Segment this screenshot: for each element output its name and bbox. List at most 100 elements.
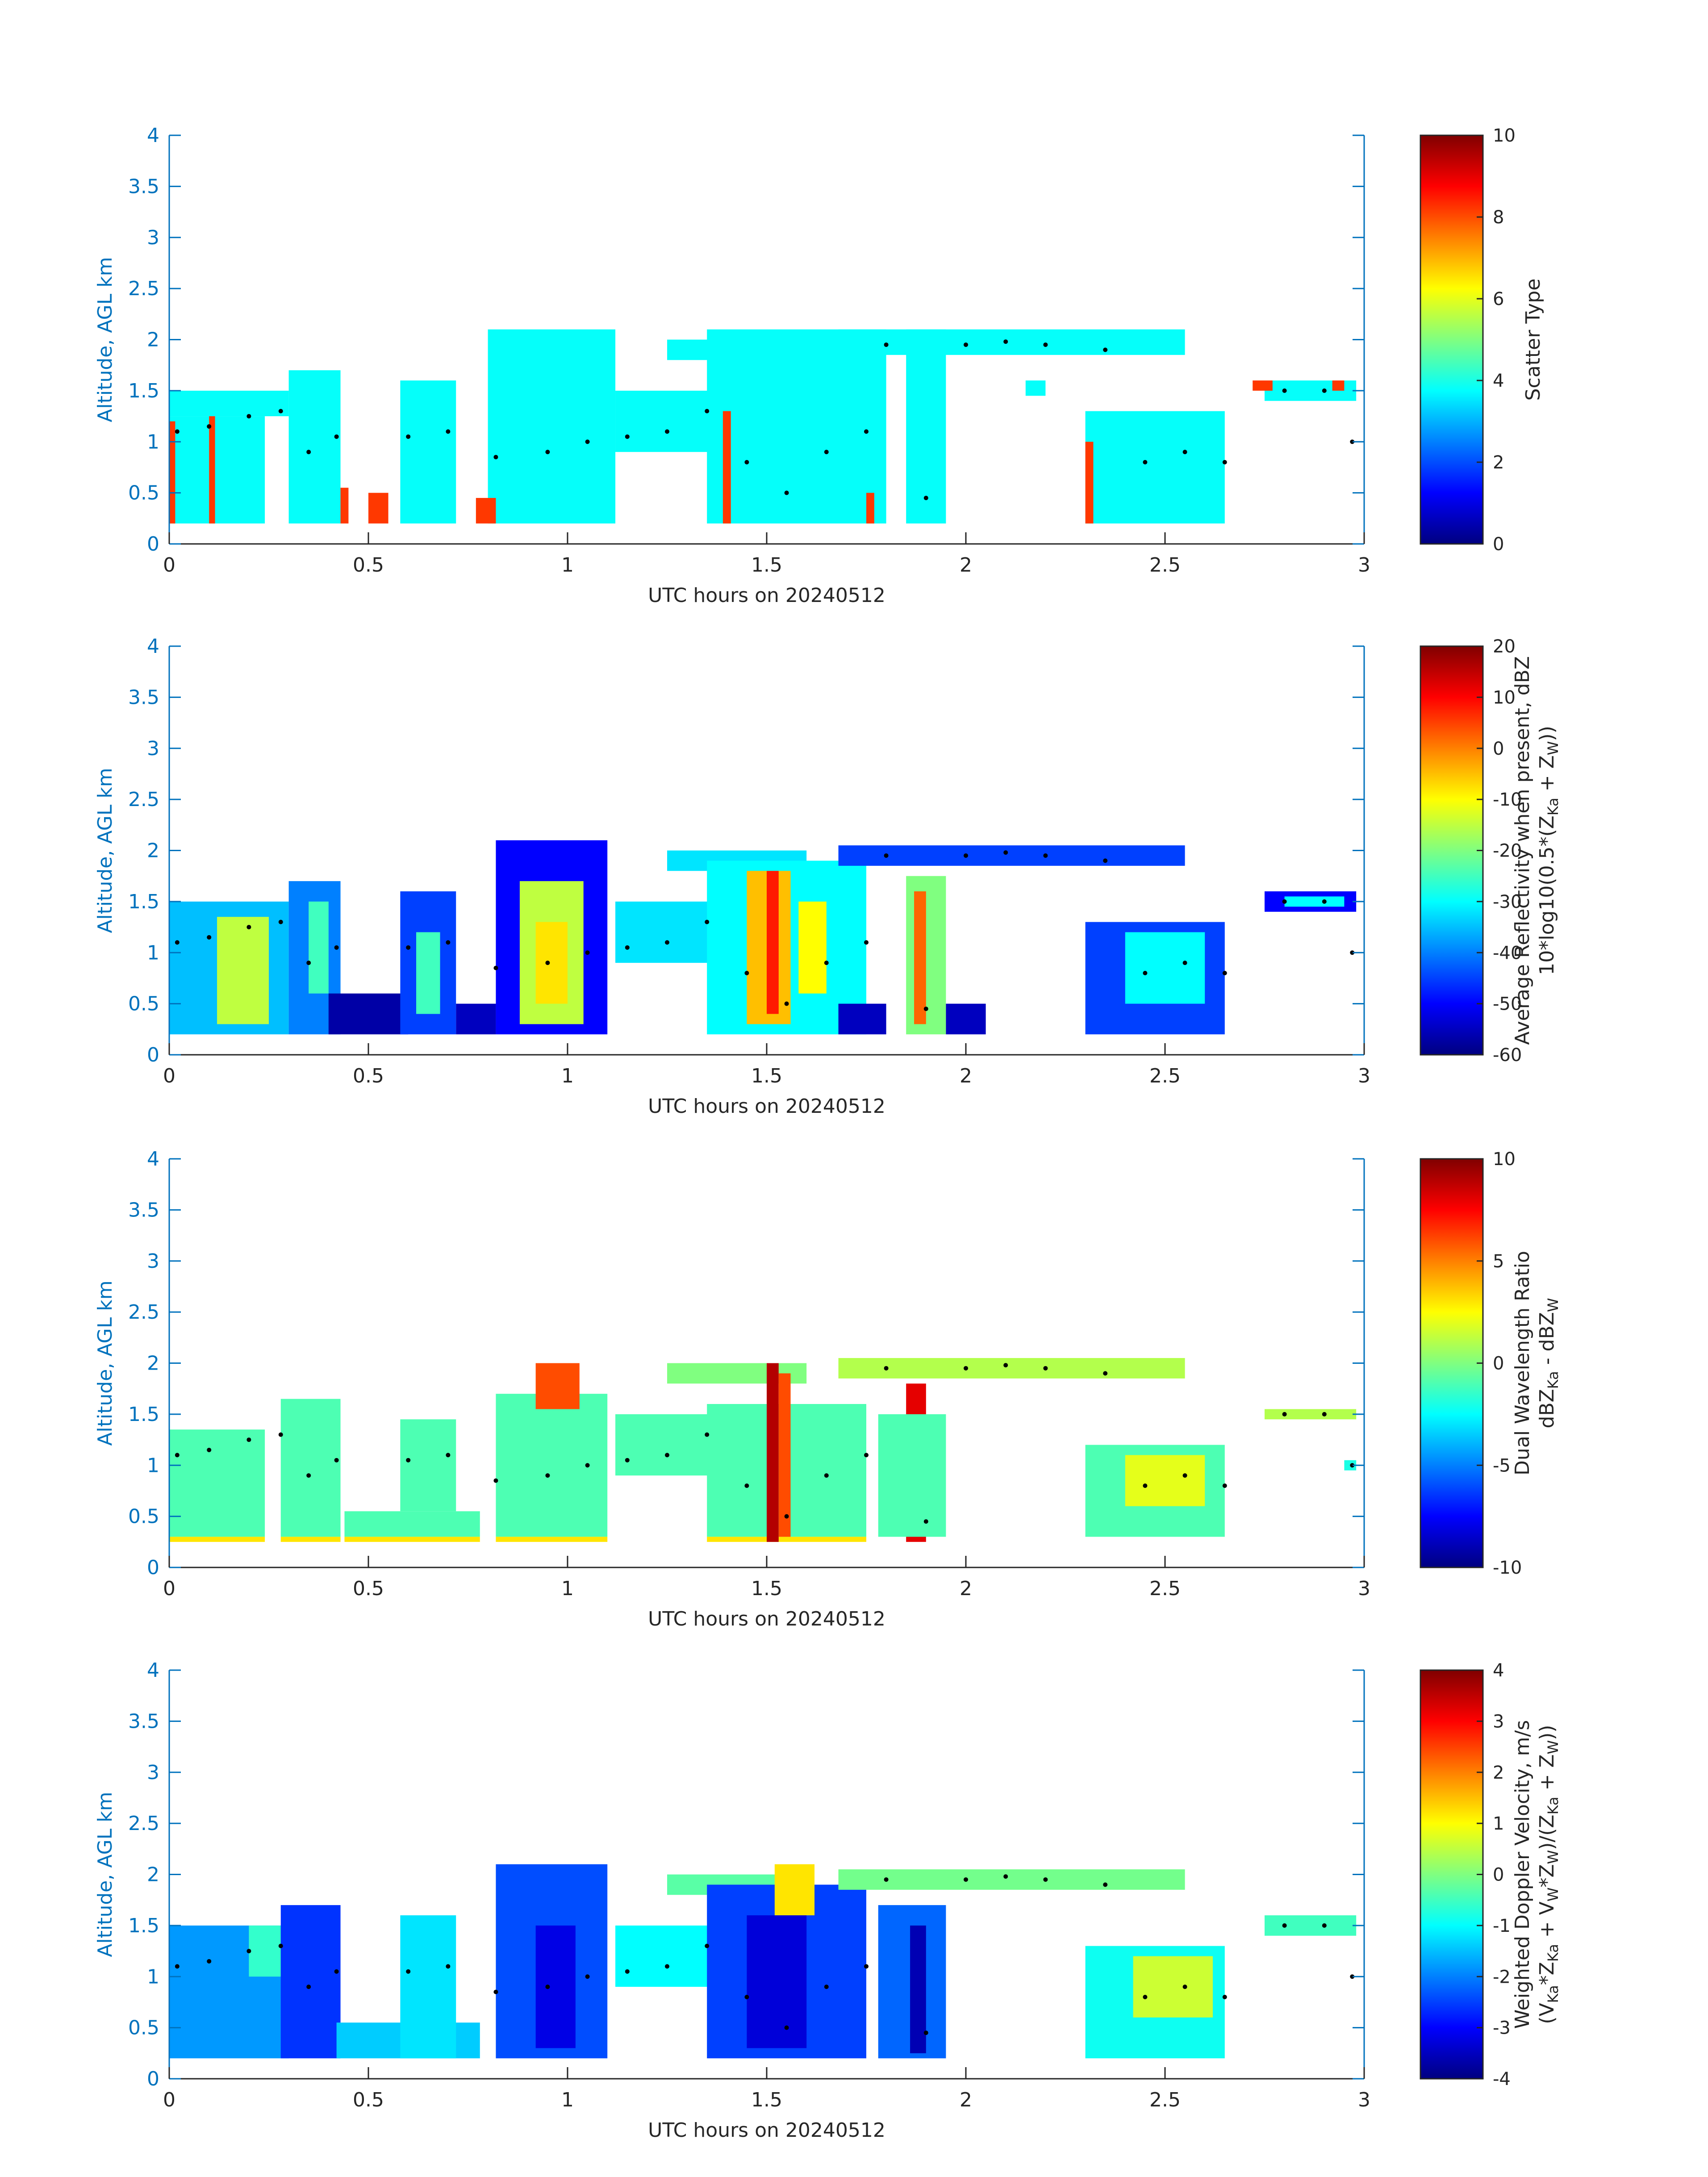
- echo-top-point: [923, 496, 928, 501]
- heatmap-cell: [496, 1394, 608, 1537]
- y-tick-label: 1: [147, 430, 159, 453]
- echo-top-point: [1282, 899, 1287, 904]
- y-axis-label: Altitude, AGL km: [94, 1280, 117, 1446]
- heatmap-cell: [914, 891, 926, 1024]
- heatmap-cell: [878, 1414, 946, 1537]
- echo-top-point: [1143, 1483, 1148, 1488]
- heatmap-cells: [169, 1864, 1357, 2059]
- echo-top-point: [1043, 1366, 1048, 1371]
- heatmap-cell: [280, 1905, 341, 2059]
- echo-top-point: [665, 1453, 669, 1458]
- echo-top-point: [744, 1995, 749, 1999]
- echo-top-point: [824, 1985, 829, 1989]
- heatmap-cell: [1265, 1915, 1357, 1936]
- heatmap-cell: [747, 1915, 807, 2048]
- echo-top-point: [585, 439, 590, 444]
- echo-top-point: [1350, 439, 1355, 444]
- heatmap-cell: [707, 329, 886, 524]
- echo-top-point: [207, 424, 212, 429]
- echo-top-point: [1043, 1877, 1048, 1882]
- echo-top-point: [1322, 1923, 1327, 1928]
- echo-top-point: [406, 1458, 411, 1462]
- x-tick-label: 2.5: [1149, 554, 1181, 577]
- echo-top-point: [864, 429, 869, 434]
- heatmap-cell: [774, 1864, 815, 1915]
- colorbar-label-segment: 10*log10(0.5*(Z: [1536, 815, 1558, 975]
- echo-top-point: [784, 2025, 789, 2030]
- colorbar-tick-label: 10: [1493, 1149, 1516, 1170]
- heatmap-cell: [1025, 380, 1046, 396]
- echo-top-point: [278, 409, 283, 414]
- echo-top-point: [1350, 1463, 1355, 1468]
- echo-top-point: [824, 961, 829, 965]
- echo-top-point: [306, 961, 311, 965]
- echo-top-point: [585, 1463, 590, 1468]
- colorbar-label-segment: )/(Z: [1536, 1814, 1558, 1850]
- panel-3: 0 0.5 1 1.5 2 2.5 3 3.5 4 0 0.5 1 1.5 2 2.5 3 UTC hours …: [94, 1148, 1562, 1630]
- echo-top-dots: [175, 339, 1355, 501]
- heatmap-cell: [838, 1358, 1185, 1379]
- echo-top-point: [1350, 1974, 1355, 1979]
- echo-top-point: [406, 1969, 411, 1974]
- echo-top-point: [923, 1007, 928, 1011]
- x-tick-label: 1: [561, 554, 574, 577]
- panel-1: 0 0.5 1 1.5 2 2.5 3 3.5 4 0 0.5 1 1.5 2 2.5 3 UTC hours …: [94, 124, 1545, 607]
- y-axis-label: Altitude, AGL km: [94, 257, 117, 422]
- x-tick-label: 0.5: [353, 2089, 384, 2111]
- colorbar: [1420, 134, 1484, 545]
- echo-top-point: [1322, 899, 1327, 904]
- heatmap-cell: [1085, 411, 1225, 524]
- echo-top-point: [923, 1519, 928, 1524]
- colorbar-label: Average Reflectivity when present, dBZ10…: [1511, 656, 1562, 1045]
- echo-top-point: [744, 1483, 749, 1488]
- echo-top-dots: [175, 850, 1355, 1011]
- echo-top-point: [1043, 342, 1048, 347]
- echo-top-point: [585, 1974, 590, 1979]
- echo-top-point: [334, 1969, 339, 1974]
- echo-top-point: [1143, 460, 1148, 464]
- echo-top-point: [864, 940, 869, 945]
- echo-top-point: [545, 1985, 550, 1989]
- colorbar-tick-label: -60: [1493, 1045, 1522, 1066]
- colorbar-label-subscript: Ka: [1545, 1944, 1562, 1962]
- echo-top-point: [278, 1432, 283, 1437]
- y-tick-label: 2: [147, 329, 159, 351]
- heatmap-cell: [838, 845, 1185, 866]
- colorbar-tick-label: -10: [1493, 790, 1522, 810]
- heatmap-cell: [535, 922, 568, 1004]
- echo-top-point: [175, 940, 180, 945]
- colorbar-label-title: Average Reflectivity when present, dBZ: [1511, 656, 1534, 1045]
- heatmap-cell: [1284, 896, 1345, 907]
- echo-top-point: [306, 1473, 311, 1478]
- echo-top-point: [545, 450, 550, 455]
- echo-top-point: [964, 1877, 968, 1882]
- heatmap-cell: [767, 871, 779, 1014]
- heatmap-cell: [906, 329, 946, 524]
- colorbar-label-subscript: W: [1545, 1850, 1562, 1864]
- echo-top-point: [306, 450, 311, 455]
- echo-top-point: [744, 971, 749, 975]
- colorbar-label-subscript: W: [1545, 1298, 1562, 1312]
- y-tick-label: 1: [147, 1965, 159, 1988]
- heatmap-cell: [169, 390, 289, 417]
- echo-top-point: [207, 935, 212, 940]
- x-tick-label: 2.5: [1149, 1577, 1181, 1600]
- x-tick-label: 2.5: [1149, 2089, 1181, 2111]
- heatmap-cell: [476, 498, 496, 524]
- echo-top-point: [625, 1458, 630, 1462]
- colorbar-tick-label: 5: [1493, 1251, 1504, 1272]
- echo-top-point: [175, 1964, 180, 1969]
- x-tick-label: 3: [1358, 1065, 1370, 1087]
- colorbar-tick-label: 10: [1493, 687, 1516, 708]
- echo-top-point: [1282, 1412, 1287, 1417]
- y-tick-label: 3: [147, 737, 159, 760]
- echo-top-point: [665, 429, 669, 434]
- echo-top-point: [1222, 1995, 1227, 1999]
- panel-4: 0 0.5 1 1.5 2 2.5 3 3.5 4 0 0.5 1 1.5 2 2.5 3 UTC hours …: [94, 1659, 1562, 2142]
- heatmap-cell: [1125, 1455, 1205, 1506]
- colorbar-label-subscript: Ka: [1545, 1985, 1562, 2003]
- heatmap-cell: [456, 1003, 496, 1035]
- heatmap-cell: [309, 901, 329, 994]
- heatmap-cell: [416, 932, 440, 1014]
- heatmap-cell: [1265, 1409, 1357, 1420]
